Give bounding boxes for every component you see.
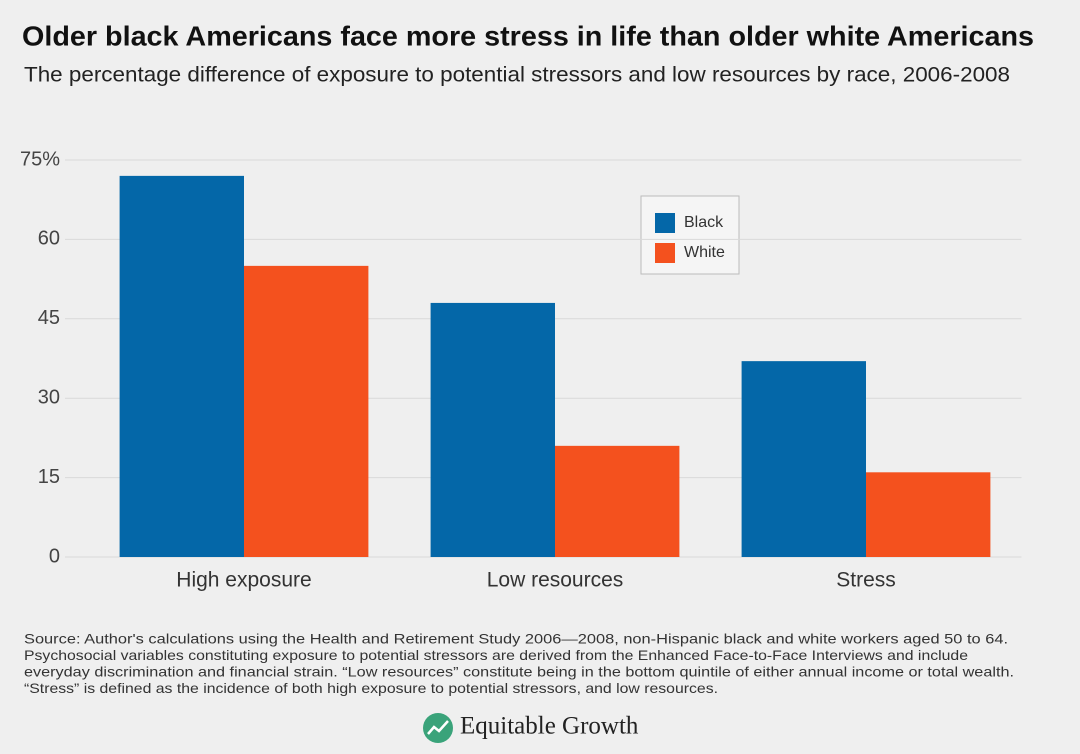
brand-icon-line	[427, 720, 449, 735]
brand-icon	[423, 713, 453, 743]
source-line: Psychosocial variables constituting expo…	[24, 647, 968, 663]
legend: Black White	[640, 195, 740, 275]
legend-swatch	[655, 213, 675, 233]
source-line: everyday discrimination and financial st…	[24, 664, 1014, 680]
bar	[555, 445, 680, 557]
bar	[430, 302, 555, 557]
source-line: Source: Author's calculations using the …	[24, 631, 1008, 647]
x-tick-label: Stress	[836, 569, 896, 592]
brand-name: Equitable Growth	[460, 713, 639, 740]
bar	[741, 361, 866, 557]
y-tick-label: 60	[38, 228, 60, 250]
chart-title: Older black Americans face more stress i…	[22, 20, 1034, 51]
y-tick-label: 45	[38, 307, 60, 329]
bar	[119, 175, 244, 557]
legend-swatch	[655, 243, 675, 263]
legend-label: Black	[684, 214, 724, 231]
x-tick-label: High exposure	[176, 569, 311, 592]
bar	[866, 472, 991, 557]
y-tick-label: 0	[49, 545, 60, 567]
x-tick-label: Low resources	[487, 569, 624, 592]
chart-subtitle: The percentage difference of exposure to…	[24, 64, 1010, 87]
bar	[244, 265, 369, 557]
y-tick-label: 15	[38, 466, 60, 488]
legend-label: White	[684, 244, 725, 261]
source-line: “Stress” is defined as the incidence of …	[24, 680, 718, 696]
y-tick-label: 30	[38, 386, 60, 408]
y-tick-label: 75%	[20, 148, 60, 170]
